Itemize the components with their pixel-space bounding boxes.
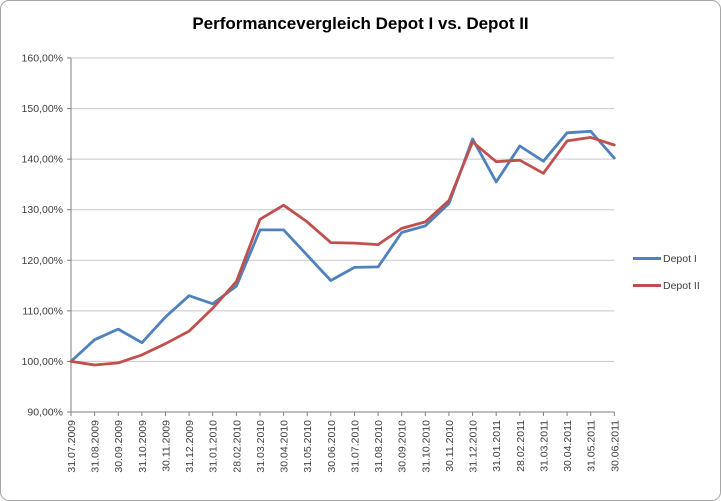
legend: Depot I Depot II — [633, 245, 700, 299]
x-axis-label: 30.06.2011 — [609, 420, 621, 472]
x-axis-label: 31.08.2010 — [373, 420, 385, 473]
x-axis-label: 31.03.2010 — [255, 420, 267, 473]
y-axis-label: 150,00% — [22, 103, 63, 115]
series-line-depot-i — [69, 129, 616, 363]
x-axis-label: 30.11.2009 — [160, 420, 172, 472]
x-axis-label: 31.10.2009 — [137, 420, 149, 473]
y-axis-label: 140,00% — [22, 154, 63, 166]
x-axis-label: 30.06.2010 — [326, 420, 338, 473]
x-axis-label: 31.03.2011 — [538, 420, 550, 472]
x-axis-label: 31.12.2010 — [468, 420, 480, 473]
x-axis-label: 30.09.2009 — [113, 420, 125, 473]
y-axis-label: 120,00% — [22, 255, 63, 267]
x-axis-label: 31.05.2011 — [586, 420, 598, 472]
x-axis-label: 31.01.2011 — [491, 420, 503, 472]
x-axis-label: 31.07.2009 — [66, 420, 78, 473]
y-axis-label: 130,00% — [22, 204, 63, 216]
x-axis-label: 30.04.2011 — [562, 420, 574, 472]
series-line-depot-ii — [69, 135, 616, 367]
legend-item-depot-2: Depot II — [633, 272, 700, 299]
x-axis-label: 31.12.2009 — [184, 420, 196, 473]
x-axis-label: 31.08.2009 — [90, 420, 102, 473]
depot-2-line-swatch-icon — [633, 284, 661, 287]
x-axis-label: 30.04.2010 — [279, 420, 291, 473]
depot-1-line-swatch-icon — [633, 257, 661, 260]
x-axis-label: 30.11.2010 — [444, 420, 456, 472]
y-axis-label: 90,00% — [27, 407, 63, 419]
x-axis-label: 30.09.2010 — [397, 420, 409, 473]
x-axis-label: 28.02.2010 — [231, 420, 243, 473]
y-axis-label: 100,00% — [22, 356, 63, 368]
legend-label-depot-1: Depot I — [663, 252, 697, 265]
x-axis-label: 28.02.2011 — [515, 420, 527, 472]
legend-item-depot-1: Depot I — [633, 245, 700, 272]
x-axis-label: 31.05.2010 — [302, 420, 314, 473]
x-axis-label: 31.07.2010 — [349, 420, 361, 473]
x-axis-label: 31.01.2010 — [208, 420, 220, 473]
legend-label-depot-2: Depot II — [663, 279, 700, 292]
chart-title: Performancevergleich Depot I vs. Depot I… — [192, 14, 529, 33]
y-axis-label: 110,00% — [22, 305, 63, 317]
x-axis-label: 31.10.2010 — [420, 420, 432, 473]
y-axis-label: 160,00% — [22, 53, 63, 65]
